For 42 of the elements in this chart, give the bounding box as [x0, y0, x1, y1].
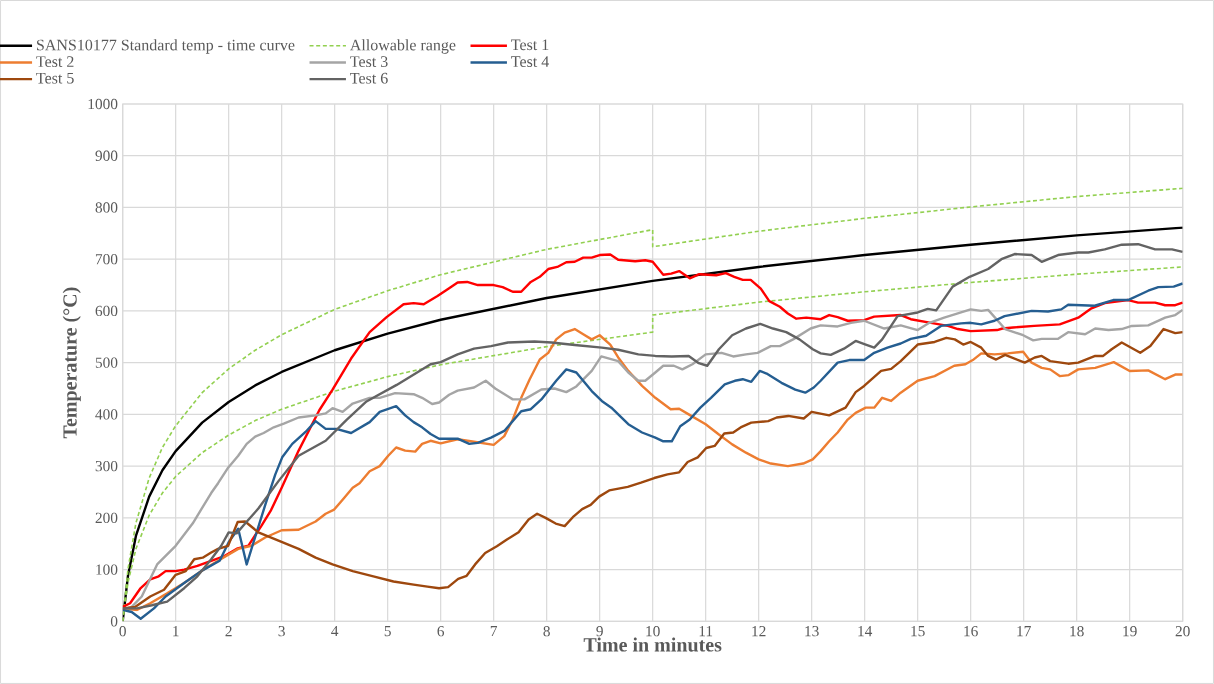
y-tick-label: 200 — [95, 512, 118, 524]
x-tick-label: 17 — [1017, 626, 1031, 637]
y-tick-label: 0 — [110, 616, 118, 627]
legend-label: SANS10177 Standard temp - time curve — [36, 39, 295, 54]
legend-label: Test 4 — [511, 56, 549, 67]
y-tick-label: 600 — [95, 305, 118, 317]
y-axis-title: Temperature (°C) — [62, 287, 81, 439]
x-tick-label: 2 — [225, 626, 232, 637]
legend-label: Allowable range — [349, 39, 456, 54]
x-tick-label: 15 — [911, 626, 925, 637]
x-tick-label: 10 — [646, 626, 660, 637]
x-tick-label: 16 — [964, 626, 978, 637]
x-tick-label: 4 — [331, 626, 339, 637]
y-tick-label: 500 — [95, 357, 118, 368]
x-tick-label: 6 — [437, 626, 445, 637]
y-tick-label: 400 — [95, 409, 118, 420]
y-tick-label: 1000 — [88, 98, 118, 110]
y-tick-label: 300 — [95, 460, 118, 472]
y-tick-label: 900 — [95, 150, 118, 161]
x-tick-label: 14 — [858, 626, 873, 637]
x-tick-label: 7 — [490, 626, 498, 637]
x-tick-label: 13 — [805, 626, 819, 637]
y-tick-label: 700 — [95, 254, 118, 265]
x-tick-label: 1 — [173, 626, 179, 637]
x-tick-label: 8 — [543, 626, 550, 637]
y-tick-label: 800 — [95, 202, 118, 213]
x-tick-label: 19 — [1123, 626, 1137, 637]
x-tick-label: 20 — [1175, 626, 1190, 637]
legend-label: Test 6 — [350, 72, 388, 84]
legend-label: Test 2 — [36, 56, 74, 68]
x-tick-label: 12 — [752, 626, 766, 637]
legend-label: Test 1 — [511, 39, 549, 51]
x-tick-label: 5 — [384, 626, 391, 637]
x-tick-label: 18 — [1070, 626, 1084, 637]
x-tick-label: 0 — [119, 626, 126, 637]
x-axis-title: Time in minutes — [583, 637, 722, 652]
legend-label: Test 5 — [36, 72, 74, 84]
x-tick-label: 3 — [278, 626, 285, 637]
x-tick-label: 9 — [596, 626, 603, 637]
y-tick-label: 100 — [96, 564, 118, 575]
x-tick-label: 11 — [699, 626, 713, 637]
legend-label: Test 3 — [350, 56, 388, 68]
